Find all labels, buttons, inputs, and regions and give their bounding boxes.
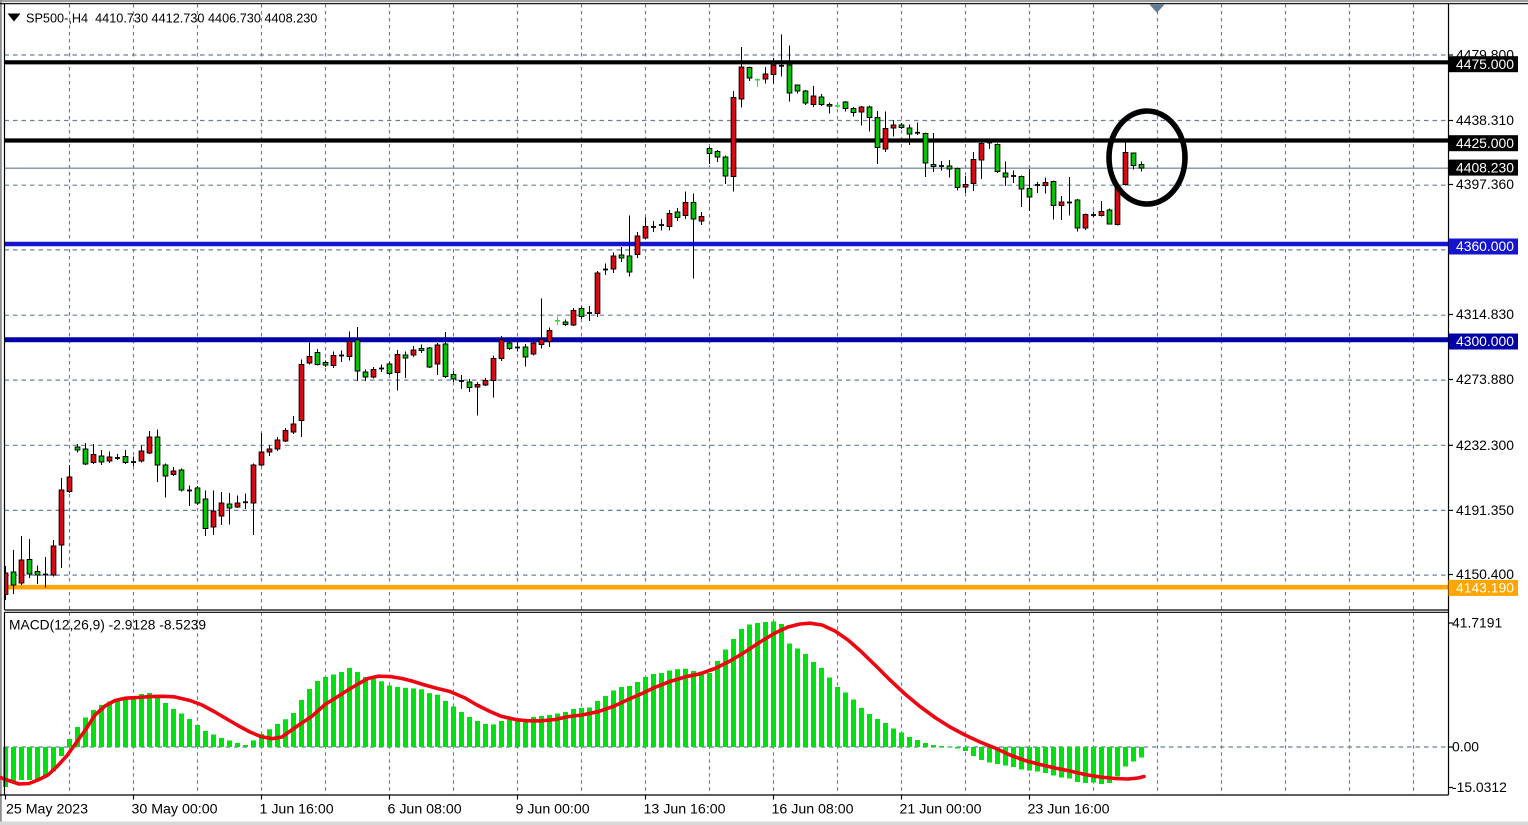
svg-text:4397.360: 4397.360 (1456, 176, 1514, 192)
svg-text:13 Jun 16:00: 13 Jun 16:00 (644, 802, 726, 818)
svg-text:4425.000: 4425.000 (1456, 135, 1514, 151)
svg-text:41.7191: 41.7191 (1452, 615, 1502, 631)
svg-text:16 Jun 08:00: 16 Jun 08:00 (772, 802, 854, 818)
svg-text:4408.230: 4408.230 (1456, 159, 1514, 175)
svg-text:SP500-,H4 4410.730 4412.730 4: SP500-,H4 4410.730 4412.730 4406.730 440… (26, 12, 317, 26)
svg-text:23 Jun 16:00: 23 Jun 16:00 (1028, 802, 1110, 818)
svg-text:-15.0312: -15.0312 (1452, 779, 1507, 795)
svg-text:4438.310: 4438.310 (1456, 112, 1514, 128)
svg-text:4273.880: 4273.880 (1456, 371, 1514, 387)
svg-text:4232.300: 4232.300 (1456, 437, 1514, 453)
svg-text:25 May 2023: 25 May 2023 (6, 802, 88, 818)
svg-text:4475.000: 4475.000 (1456, 56, 1514, 72)
svg-text:4143.190: 4143.190 (1456, 580, 1514, 596)
svg-text:6 Jun 08:00: 6 Jun 08:00 (388, 802, 462, 818)
svg-text:1 Jun 16:00: 1 Jun 16:00 (260, 802, 334, 818)
svg-text:0.00: 0.00 (1452, 739, 1479, 755)
svg-text:4150.400: 4150.400 (1456, 566, 1514, 582)
svg-text:21 Jun 00:00: 21 Jun 00:00 (900, 802, 982, 818)
svg-text:MACD(12,26,9) -2.9128 -8.5239: MACD(12,26,9) -2.9128 -8.5239 (9, 618, 206, 633)
svg-text:9 Jun 00:00: 9 Jun 00:00 (516, 802, 590, 818)
svg-text:4314.830: 4314.830 (1456, 306, 1514, 322)
svg-text:4360.000: 4360.000 (1456, 238, 1514, 254)
svg-text:4191.350: 4191.350 (1456, 502, 1514, 518)
svg-text:4300.000: 4300.000 (1456, 333, 1514, 349)
svg-text:30 May 00:00: 30 May 00:00 (132, 802, 218, 818)
